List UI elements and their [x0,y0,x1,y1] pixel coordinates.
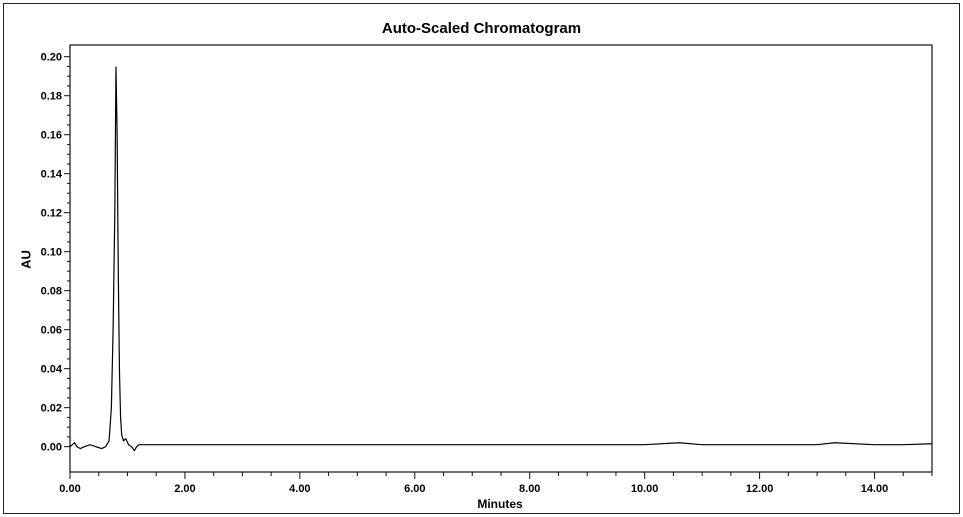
x-tick-label: 6.00 [404,483,425,495]
x-axis-ticks: 0.00 2.00 4.00 6.00 8.00 10.00 12.00 14.00 [59,472,933,495]
y-tick-label: 0.00 [41,442,62,454]
y-axis-ticks: 0.00 0.02 0.04 0.06 0.08 0.10 0.12 0.14 0.16 0.18… [41,52,70,454]
x-axis-label: Minutes [477,497,523,511]
series-line-chromatogram [69,66,933,452]
chart-title: Auto-Scaled Chromatogram [381,20,582,37]
y-tick-label: 0.20 [41,52,62,64]
x-tick-label: 4.00 [289,483,310,495]
plot-area [69,44,933,473]
chart-frame [3,3,960,514]
y-tick-label: 0.06 [41,325,62,337]
y-tick-label: 0.14 [41,169,63,181]
x-tick-label: 2.00 [174,483,195,495]
y-tick-label: 0.04 [41,364,63,376]
y-tick-label: 0.02 [41,403,62,415]
y-tick-label: 0.18 [41,91,62,103]
y-tick-label: 0.12 [41,208,62,220]
x-tick-label: 12.00 [746,483,774,495]
x-tick-label: 8.00 [519,483,540,495]
x-tick-label: 0.00 [59,483,80,495]
x-tick-label: 10.00 [631,483,659,495]
y-tick-label: 0.16 [41,130,62,142]
y-tick-label: 0.08 [41,286,62,298]
y-tick-label: 0.10 [41,247,62,259]
x-tick-label: 14.00 [861,483,889,495]
